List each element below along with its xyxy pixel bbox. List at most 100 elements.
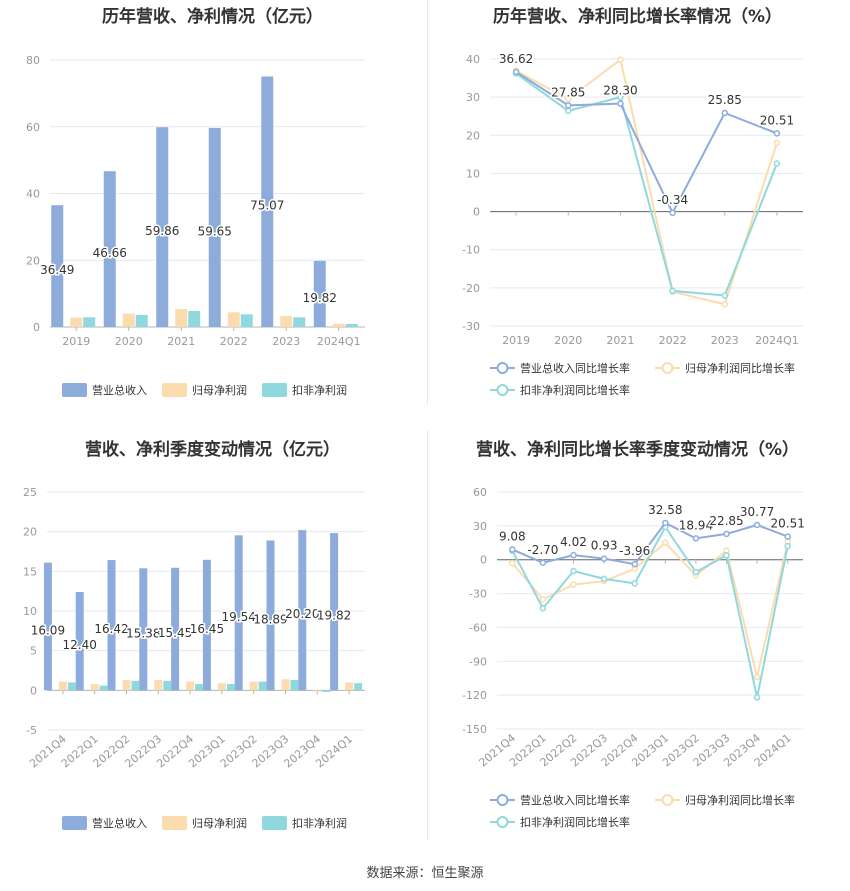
data-label: 36.62: [499, 52, 533, 66]
chart-title: 营收、净利季度变动情况（亿元）: [85, 440, 340, 460]
data-point: [565, 107, 572, 115]
series-line-1: [515, 58, 778, 306]
y-tick-label: 25: [23, 486, 37, 499]
data-point: [617, 100, 624, 107]
y-tick-label: 40: [26, 188, 40, 201]
y-tick-label: 40: [466, 53, 480, 66]
x-tick-label: 2020: [115, 335, 143, 348]
y-tick-label: 80: [26, 54, 40, 67]
data-label: 36.49: [40, 263, 74, 277]
legend-label: 扣非净利润: [292, 816, 347, 830]
data-label: 16.09: [31, 624, 65, 638]
bar-net-profit: [217, 683, 226, 691]
bar-deducted-net-profit: [188, 310, 201, 327]
y-tick-label: -5: [26, 724, 37, 737]
x-tick-label: 2023: [711, 334, 739, 347]
legend-label: 扣非净利润: [292, 383, 347, 397]
data-label: 15.45: [158, 626, 192, 640]
bar-deducted-net-profit: [195, 683, 204, 691]
bar-revenue: [139, 568, 148, 691]
legend-marker: [661, 794, 674, 806]
legend-marker: [496, 384, 509, 396]
data-point: [723, 530, 730, 538]
bar-deducted-net-profit: [322, 690, 331, 692]
y-tick-label: -60: [469, 621, 487, 634]
data-point: [509, 559, 516, 567]
data-point: [753, 673, 761, 681]
legend-label: 归母净利润同比增长率: [685, 361, 795, 375]
bar-net-profit: [313, 690, 322, 692]
annual-growth-chart: -30 -20 -10 0 10 20 30 40 2019 2020 2021 2022 2023 20…: [462, 50, 803, 397]
data-label: 0.93: [591, 539, 618, 553]
data-point: [600, 575, 608, 583]
y-tick-label: 30: [466, 91, 480, 104]
y-tick-label: 15: [23, 565, 37, 578]
x-tick-label: 2022: [220, 335, 248, 348]
data-point: [617, 56, 624, 64]
bar-net-profit: [281, 679, 290, 691]
data-point: [773, 160, 781, 167]
data-point: [784, 533, 791, 540]
data-point: [539, 604, 547, 612]
data-point: [669, 287, 676, 295]
legend-label: 归母净利润同比增长率: [685, 793, 795, 807]
bar-deducted-net-profit: [135, 314, 148, 327]
y-tick-label: 0: [480, 554, 487, 567]
legend-swatch: [162, 816, 187, 830]
x-tick-label: 2019: [62, 335, 90, 348]
data-label: 9.08: [499, 529, 526, 543]
x-tick-label: 2023: [272, 335, 300, 348]
bar-revenue: [313, 260, 326, 327]
bar-revenue: [171, 567, 180, 691]
y-tick-label: 0: [473, 206, 480, 219]
legend-swatch: [62, 816, 87, 830]
data-point: [570, 581, 577, 588]
panel-quarterly-revenue: 营收、净利季度变动情况（亿元） -5 0 5 10 15 20 25 2021Q4 2022Q1…: [0, 425, 425, 850]
legend-label: 归母净利润: [192, 383, 247, 397]
legend-swatch: [62, 383, 87, 397]
panel-quarterly-growth: 营收、净利同比增长率季度变动情况（%） -150 -120 -90 -60 -30 0 30…: [425, 425, 850, 850]
data-point: [539, 595, 547, 603]
data-point: [721, 109, 728, 117]
x-tick-label: 2021: [606, 334, 634, 347]
x-tick-label: 2021: [167, 335, 195, 348]
data-label: 46.66: [93, 246, 127, 260]
bar-revenue: [43, 562, 52, 691]
bar-revenue: [75, 591, 84, 691]
x-tick-label: 2024Q1: [755, 334, 799, 347]
bar-deducted-net-profit: [290, 680, 299, 691]
data-point: [565, 102, 572, 109]
y-tick-label: 20: [26, 254, 40, 267]
data-point: [753, 521, 761, 529]
bar-net-profit: [154, 680, 163, 691]
data-point: [631, 560, 638, 568]
panel-annual-growth: 历年营收、净利同比增长率情况（%） -30 -20 -10 0 10 20 30 40 2019…: [425, 0, 850, 415]
y-tick-label: 10: [23, 605, 37, 618]
data-point: [539, 559, 547, 567]
legend-label: 营业总收入: [92, 816, 147, 830]
bar-net-profit: [175, 308, 188, 327]
data-label: 59.65: [198, 224, 232, 238]
bar-net-profit: [332, 323, 345, 327]
bar-revenue: [107, 560, 116, 691]
legend-swatch: [262, 816, 287, 830]
data-point: [600, 555, 608, 562]
panel-annual-revenue: 历年营收、净利情况（亿元） 0 20 40 60 80 2019 2020 2021 2022 2…: [0, 0, 425, 415]
chart-title: 历年营收、净利同比增长率情况（%）: [492, 7, 783, 27]
vertical-divider: [427, 430, 428, 840]
data-label: 16.42: [94, 622, 128, 636]
legend-label: 营业总收入: [92, 383, 147, 397]
legend-marker: [496, 794, 509, 806]
bar-revenue: [51, 205, 64, 327]
bar-deducted-net-profit: [226, 683, 235, 691]
bar-net-profit: [227, 312, 240, 327]
data-point: [662, 539, 669, 547]
legend-label: 扣非净利润同比增长率: [520, 815, 630, 829]
series-line-2: [515, 72, 778, 297]
legend-marker: [661, 362, 674, 374]
legend-marker: [496, 362, 509, 374]
data-label: 4.02: [560, 535, 587, 549]
y-tick-label: 20: [466, 129, 480, 142]
bar-net-profit: [58, 681, 67, 691]
data-point: [692, 535, 700, 542]
